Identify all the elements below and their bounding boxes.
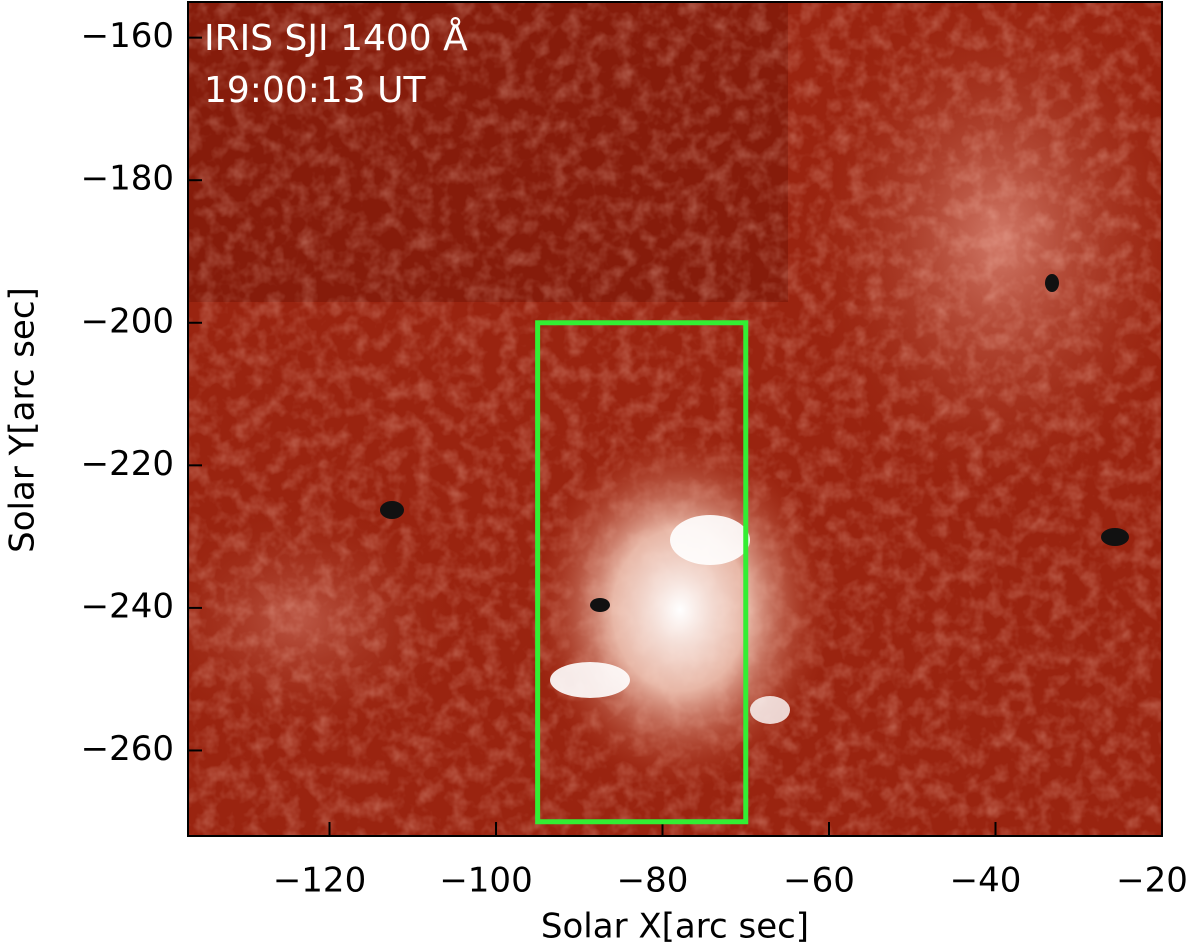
x-tick-label: −40 [950, 861, 1022, 901]
y-tick-label: −220 [81, 444, 174, 484]
plot-frame [187, 1, 1163, 837]
y-tick-label: −180 [81, 159, 174, 199]
x-tick-label: −120 [273, 861, 366, 901]
x-tick-label: −20 [1116, 861, 1188, 901]
annotation: IRIS SJI 1400 Å [204, 16, 468, 59]
solar-image [188, 2, 1162, 836]
annotation: 19:00:13 UT [204, 70, 426, 111]
y-axis-label: Solar Y[arc sec] [3, 287, 43, 553]
y-tick-label: −200 [81, 301, 174, 341]
y-tick-label: −160 [81, 16, 174, 56]
y-tick-label: −240 [81, 586, 174, 626]
region-box [535, 320, 749, 825]
x-tick-label: −80 [617, 861, 689, 901]
x-tick-label: −60 [783, 861, 855, 901]
x-tick-label: −100 [439, 861, 532, 901]
y-tick-label: −260 [81, 729, 174, 769]
x-axis-label: Solar X[arc sec] [541, 907, 809, 947]
